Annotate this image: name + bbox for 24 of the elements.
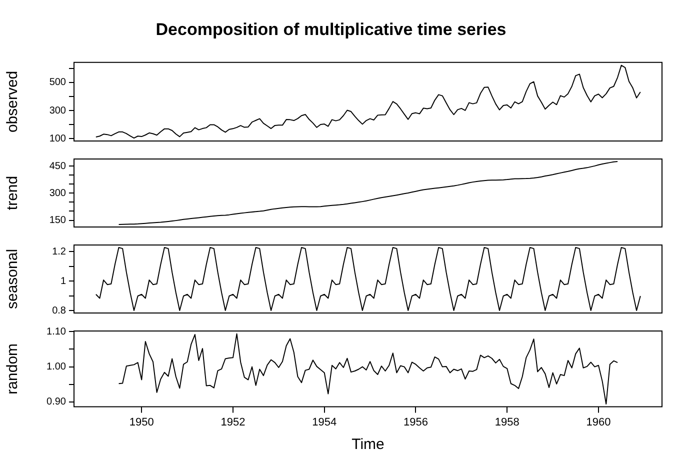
x-tick-label: 1960 [586, 416, 611, 428]
y-axis-title: random [4, 343, 22, 394]
y-tick-label: 150 [49, 215, 66, 226]
x-axis-title: Time [352, 436, 384, 454]
y-axis-title: observed [4, 70, 22, 133]
chart-title: Decomposition of multiplicative time series [156, 20, 506, 39]
y-tick-label: 300 [49, 188, 66, 199]
y-tick-label: 300 [49, 105, 66, 116]
y-tick-label: 0.8 [52, 305, 66, 316]
x-tick-label: 1958 [494, 416, 520, 428]
x-tick-label: 1954 [312, 416, 337, 428]
y-tick-label: 1 [60, 276, 66, 287]
x-tick-label: 1952 [220, 416, 246, 428]
y-tick-label: 1.10 [46, 326, 66, 338]
y-tick-label: 1.00 [46, 362, 66, 373]
x-tick-label: 1950 [129, 416, 154, 428]
y-axis-title: seasonal [4, 248, 22, 310]
x-tick-label: 1956 [404, 416, 428, 428]
y-tick-label: 450 [49, 160, 66, 172]
y-tick-label: 1.2 [52, 246, 66, 258]
y-tick-label: 100 [49, 133, 66, 144]
y-axis-title: trend [4, 176, 22, 210]
y-tick-label: 0.90 [46, 396, 66, 408]
y-tick-label: 500 [49, 77, 66, 88]
